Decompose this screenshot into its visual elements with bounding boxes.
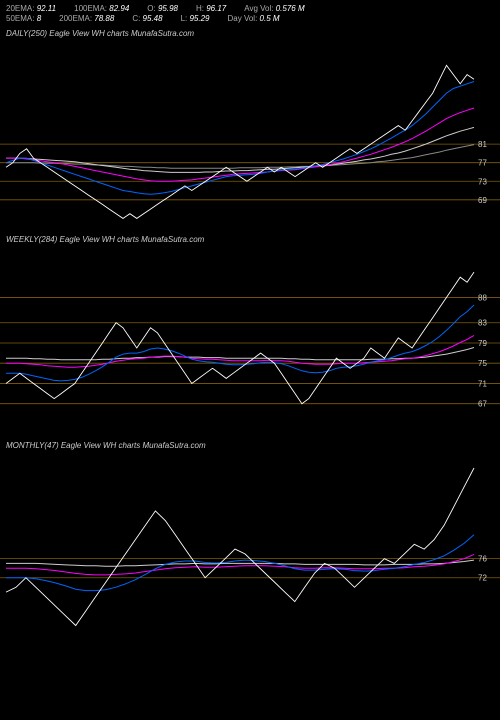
chart-title: MONTHLY(47) Eagle View WH charts MunafaS… (0, 439, 500, 450)
axis-label: 73 (478, 177, 487, 186)
axis-label: 88 (478, 293, 487, 302)
axis-label: 77 (478, 158, 487, 167)
header-row-1: 20EMA: 92.11100EMA: 82.94O: 95.98H: 96.1… (6, 4, 494, 14)
ema100-line (6, 127, 474, 172)
chart-block-2: MONTHLY(47) Eagle View WH charts MunafaS… (0, 439, 500, 645)
axis-label: 75 (478, 359, 487, 368)
chart-block-1: WEEKLY(284) Eagle View WH charts MunafaS… (0, 233, 500, 439)
header-row-2: 50EMA: 8200EMA: 78.88C: 95.48L: 95.29Day… (6, 14, 494, 24)
chart-svg: 76 72 (0, 450, 500, 645)
axis-label: 71 (478, 379, 487, 388)
chart-svg: 81 77 73 69 (0, 38, 500, 233)
axis-label: 83 (478, 319, 487, 328)
chart-svg: 88 83 79 75 71 67 (0, 244, 500, 439)
ema20-line (6, 535, 474, 591)
header-stats: 20EMA: 92.11100EMA: 82.94O: 95.98H: 96.1… (0, 0, 500, 27)
axis-label: 81 (478, 140, 487, 149)
axis-label: 76 (478, 554, 487, 563)
chart-title: DAILY(250) Eagle View WH charts MunafaSu… (0, 27, 500, 38)
chart-block-0: DAILY(250) Eagle View WH charts MunafaSu… (0, 27, 500, 233)
price-line (6, 272, 474, 404)
axis-label: 67 (478, 399, 487, 408)
axis-label: 72 (478, 574, 487, 583)
charts-container: DAILY(250) Eagle View WH charts MunafaSu… (0, 27, 500, 645)
axis-label: 69 (478, 196, 487, 205)
ema50-line (6, 335, 474, 367)
price-line (6, 468, 474, 626)
ema200-line (6, 144, 474, 168)
axis-label: 79 (478, 339, 487, 348)
chart-title: WEEKLY(284) Eagle View WH charts MunafaS… (0, 233, 500, 244)
ema20-line (6, 81, 474, 194)
